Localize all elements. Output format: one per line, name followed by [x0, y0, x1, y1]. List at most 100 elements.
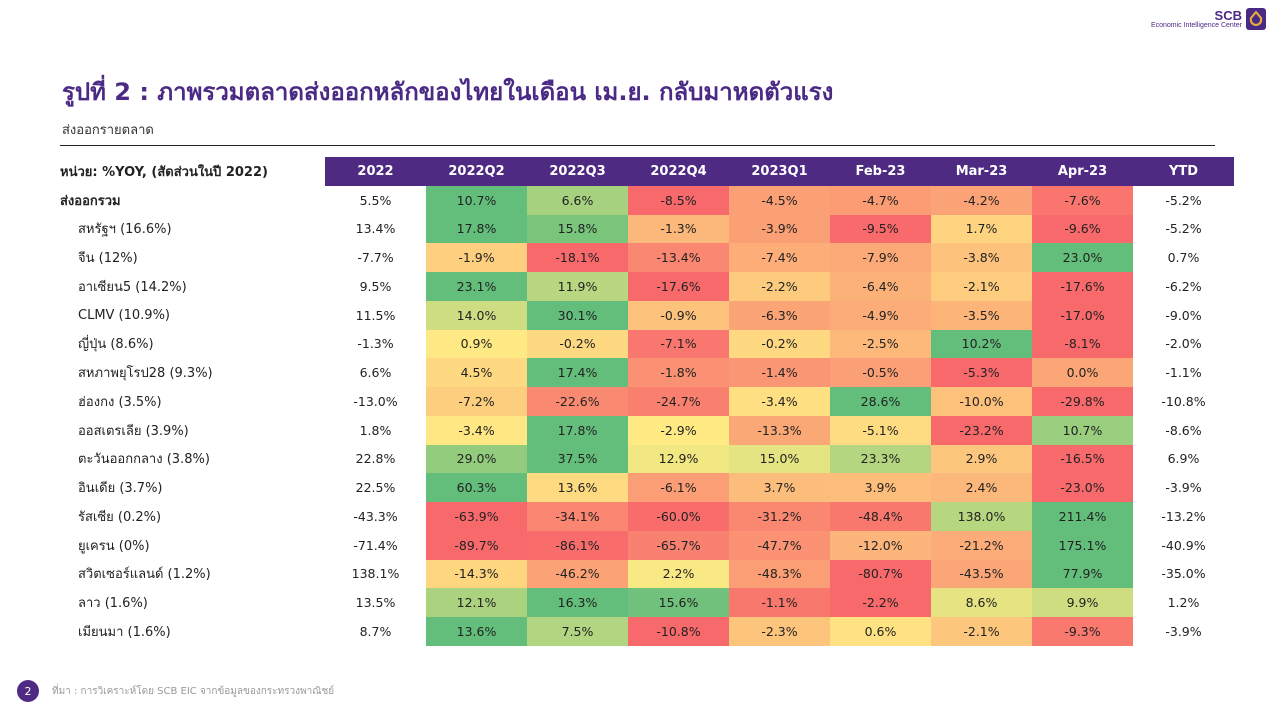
heatmap-cell: -40.9% — [1161, 537, 1206, 553]
table-row: สหภาพยุโรป28 (9.3%) 6.6% 4.5% 17.4% -1.8% -1.… — [60, 358, 1234, 387]
heatmap-cell: 17.8% — [527, 415, 628, 445]
heatmap-cell: -63.9% — [426, 502, 527, 531]
table-row: สหรัฐฯ (16.6%) 13.4% 17.8% 15.8% -1.3% -3.9% -… — [60, 214, 1234, 244]
row-label: ฮ่องกง (3.5%) — [78, 394, 162, 410]
row-label: สหภาพยุโรป28 (9.3%) — [78, 366, 213, 382]
heatmap-cell: 0.9% — [426, 329, 527, 359]
logo-brand: SCB — [1214, 8, 1242, 23]
heatmap-cell: 6.6% — [359, 365, 392, 381]
row-label: จีน (12%) — [78, 251, 138, 267]
heatmap-cell: 15.8% — [527, 214, 628, 244]
heatmap-cell: -10.8% — [1161, 393, 1206, 409]
heatmap-cell: 60.3% — [426, 473, 527, 502]
row-label: ยูเครน (0%) — [78, 538, 150, 554]
heatmap-cell: 2.9% — [931, 444, 1032, 474]
column-header: 2022Q3 — [527, 157, 628, 186]
heatmap-cell: 77.9% — [1032, 559, 1133, 589]
column-header: YTD — [1133, 157, 1234, 186]
heatmap-cell: 8.6% — [931, 588, 1032, 617]
heatmap-cell: 10.2% — [931, 329, 1032, 359]
table-row: ลาว (1.6%) 13.5% 12.1% 16.3% 15.6% -1.1% -2.2%… — [60, 588, 1234, 617]
column-header: 2022 — [325, 157, 426, 186]
heatmap-cell: -1.9% — [426, 243, 527, 272]
table-row: รัสเซีย (0.2%) -43.3% -63.9% -34.1% -60.0% -3… — [60, 502, 1234, 531]
heatmap-cell: -3.4% — [426, 415, 527, 445]
heatmap-cell: -23.2% — [931, 415, 1032, 445]
heatmap-cell: -9.3% — [1032, 617, 1133, 646]
heatmap-cell: -9.0% — [1165, 307, 1202, 323]
heatmap-cell: -6.2% — [1165, 278, 1202, 294]
heatmap-cell: -3.9% — [1165, 480, 1202, 496]
slide-title: รูปที่ 2 : ภาพรวมตลาดส่งออกหลักของไทยในเ… — [62, 78, 834, 106]
heatmap-cell: -34.1% — [527, 502, 628, 531]
heatmap-cell: -0.2% — [729, 329, 830, 359]
heatmap-cell: -9.5% — [830, 214, 931, 244]
heatmap-cell: -0.9% — [628, 300, 729, 330]
heatmap-cell: -2.9% — [628, 415, 729, 445]
heatmap-cell: -17.0% — [1032, 300, 1133, 330]
heatmap-cell: 11.9% — [527, 272, 628, 301]
heatmap-cell: -1.8% — [628, 358, 729, 387]
heatmap-cell: -16.5% — [1032, 444, 1133, 474]
column-header: Apr-23 — [1032, 157, 1133, 186]
heatmap-cell: -12.0% — [830, 530, 931, 560]
heatmap-cell: -2.2% — [830, 588, 931, 617]
heatmap-cell: 8.7% — [359, 623, 392, 639]
heatmap-cell: -13.0% — [353, 393, 398, 409]
heatmap-cell: -22.6% — [527, 387, 628, 416]
heatmap-cell: 2.2% — [628, 559, 729, 589]
heatmap-cell: -48.4% — [830, 502, 931, 531]
column-header: Feb-23 — [830, 157, 931, 186]
heatmap-cell: -89.7% — [426, 530, 527, 560]
scb-eic-logo: SCB Economic Intelligence Center — [1151, 8, 1266, 30]
heatmap-cell: 23.0% — [1032, 243, 1133, 272]
heatmap-cell: 1.2% — [1167, 595, 1200, 611]
table-row: ออสเตรเลีย (3.9%) 1.8% -3.4% 17.8% -2.9% -13.… — [60, 415, 1234, 445]
heatmap-cell: -47.7% — [729, 530, 830, 560]
row-label: ญี่ปุ่น (8.6%) — [78, 337, 154, 353]
heatmap-cell: -7.6% — [1032, 185, 1133, 215]
heatmap-cell: -2.2% — [729, 272, 830, 301]
table-row: เมียนมา (1.6%) 8.7% 13.6% 7.5% -10.8% -2.3% 0.… — [60, 617, 1234, 646]
heatmap-cell: 0.7% — [1167, 250, 1200, 266]
heatmap-cell: -80.7% — [830, 559, 931, 589]
column-header: 2022Q2 — [426, 157, 527, 186]
heatmap-cell: -18.1% — [527, 243, 628, 272]
heatmap-cell: -3.4% — [729, 387, 830, 416]
heatmap-cell: 13.5% — [355, 595, 396, 611]
heatmap-cell: -7.1% — [628, 329, 729, 359]
heatmap-cell: 17.4% — [527, 358, 628, 387]
heatmap-cell: -1.3% — [628, 214, 729, 244]
column-header: 2022Q4 — [628, 157, 729, 186]
page-number: 2 — [17, 680, 39, 702]
heatmap-cell: -24.7% — [628, 387, 729, 416]
row-label: รัสเซีย (0.2%) — [78, 509, 162, 525]
heatmap-cell: -60.0% — [628, 502, 729, 531]
heatmap-cell: 12.9% — [628, 444, 729, 474]
heatmap-cell: -3.9% — [729, 214, 830, 244]
heatmap-cell: -9.6% — [1032, 214, 1133, 244]
heatmap-cell: -6.1% — [628, 473, 729, 502]
heatmap-cell: -71.4% — [353, 537, 398, 553]
heatmap-cell: -4.9% — [830, 300, 931, 330]
heatmap-cell: -48.3% — [729, 559, 830, 589]
heatmap-cell: -1.3% — [357, 336, 394, 352]
heatmap-cell: 3.7% — [729, 473, 830, 502]
heatmap-cell: -5.3% — [931, 358, 1032, 387]
slide-subtitle: ส่งออกรายตลาด — [62, 123, 154, 138]
row-label: เมียนมา (1.6%) — [78, 624, 171, 640]
heatmap-cell: -5.1% — [830, 415, 931, 445]
heatmap-cell: 6.9% — [1167, 451, 1200, 467]
table-row: อินเดีย (3.7%) 22.5% 60.3% 13.6% -6.1% 3.7% 3.… — [60, 473, 1234, 502]
heatmap-cell: -10.8% — [628, 617, 729, 646]
heatmap-cell: 3.9% — [830, 473, 931, 502]
heatmap-cell: -86.1% — [527, 530, 628, 560]
row-label: ออสเตรเลีย (3.9%) — [78, 423, 189, 439]
heatmap-cell: -65.7% — [628, 530, 729, 560]
heatmap-cell: 9.9% — [1032, 588, 1133, 617]
logo-subtitle: Economic Intelligence Center — [1150, 22, 1242, 29]
heatmap-cell: 13.6% — [527, 473, 628, 502]
heatmap-cell: -13.4% — [628, 243, 729, 272]
heatmap-cell: -35.0% — [1161, 566, 1206, 582]
heatmap-cell: -4.5% — [729, 185, 830, 215]
